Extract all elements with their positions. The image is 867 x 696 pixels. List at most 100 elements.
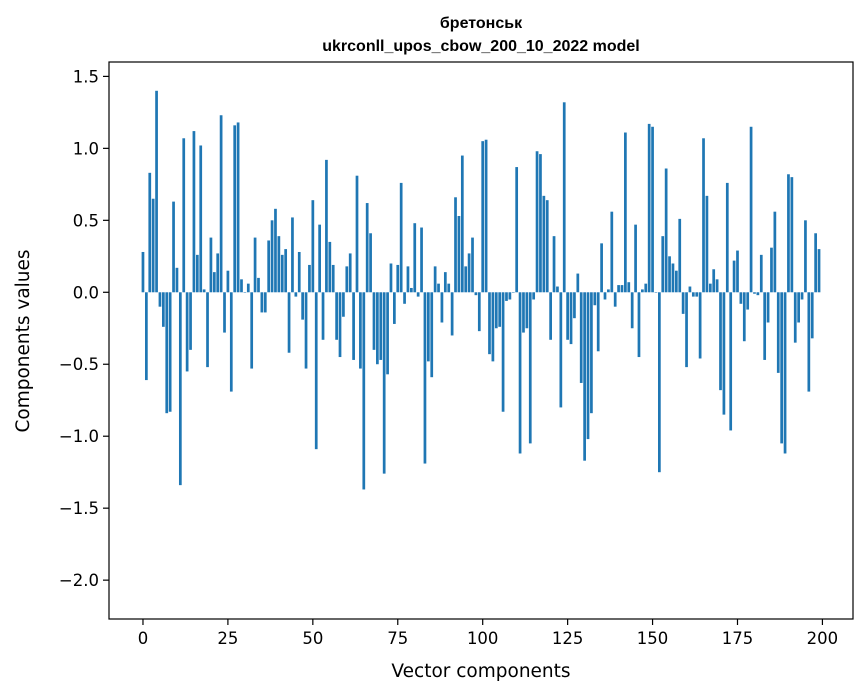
bar [729, 292, 733, 431]
bar [440, 292, 444, 323]
bar [562, 102, 566, 293]
bar [155, 90, 158, 293]
bar [793, 292, 797, 343]
bar [243, 292, 247, 293]
chart-title-line1: бретонськ [440, 15, 523, 32]
y-tick-label: −1.0 [59, 427, 99, 446]
bar [389, 263, 393, 293]
bar [797, 292, 800, 323]
bar [627, 282, 631, 293]
bar [511, 292, 515, 293]
y-axis-label: Components values [13, 249, 34, 432]
bar [644, 283, 648, 293]
bar [637, 292, 641, 358]
bar [664, 168, 668, 293]
bar [185, 292, 189, 372]
bar [189, 292, 192, 350]
bar [725, 182, 729, 293]
bar [549, 292, 552, 340]
x-axis-label: Vector components [391, 661, 570, 682]
bar [576, 273, 580, 293]
bar [240, 279, 243, 293]
bar [443, 272, 447, 293]
bar [325, 159, 328, 293]
bar [736, 250, 739, 293]
bar [671, 263, 675, 293]
bar [355, 175, 359, 293]
bar [702, 138, 705, 293]
bar [569, 292, 573, 345]
bar [165, 292, 169, 414]
bar [800, 292, 804, 300]
bar [145, 292, 148, 381]
bar [311, 200, 315, 293]
bar [393, 292, 396, 324]
bar [182, 138, 186, 293]
bar [579, 292, 583, 383]
bar [617, 285, 620, 293]
bar [416, 292, 420, 297]
bar [780, 292, 784, 444]
x-axis: 0 25 50 75 100 125 150 175 200 [138, 619, 838, 648]
bar [223, 292, 226, 333]
bar [450, 292, 454, 336]
bar [426, 292, 430, 362]
bar [559, 292, 563, 408]
bar [410, 287, 413, 293]
bar [460, 155, 464, 293]
bar [661, 236, 665, 293]
bar [620, 285, 624, 293]
bar [593, 292, 597, 306]
bar [613, 292, 617, 307]
bar [151, 198, 155, 293]
bar [715, 279, 719, 293]
bar [505, 292, 508, 301]
bar [556, 286, 559, 293]
bar [399, 182, 403, 293]
bar [603, 292, 607, 300]
bar [280, 254, 284, 293]
bar [172, 201, 175, 293]
x-tick-label: 0 [138, 629, 149, 648]
bar [498, 292, 502, 327]
bar [814, 233, 817, 293]
bar [600, 243, 603, 293]
bar [698, 292, 702, 359]
bar [590, 292, 593, 414]
bar [790, 177, 794, 293]
bar [229, 292, 233, 392]
bar [817, 249, 821, 293]
x-tick-label: 175 [722, 629, 754, 648]
bar [467, 253, 471, 293]
bar [413, 223, 417, 293]
bar [624, 132, 627, 293]
bar [141, 251, 145, 293]
bar [508, 292, 512, 300]
bar [233, 125, 237, 293]
bar [168, 292, 172, 412]
bar [532, 292, 536, 300]
bar [335, 292, 338, 340]
bar [386, 292, 389, 375]
bar [212, 272, 216, 293]
chart-title-line2: ukrconll_upos_cbow_200_10_2022 model [322, 38, 639, 55]
bar [236, 122, 240, 293]
bar [634, 224, 637, 293]
bar [195, 254, 199, 293]
bar [178, 292, 182, 486]
plot-frame [108, 61, 854, 620]
bar [192, 131, 196, 293]
bar [695, 292, 699, 297]
bar [535, 151, 539, 293]
y-axis: −2.0 −1.5 −1.0 −0.5 0.0 0.5 1.0 1.5 [59, 67, 109, 590]
bar [257, 277, 260, 293]
bar [430, 292, 434, 378]
bar [206, 292, 209, 368]
bar [328, 241, 332, 293]
bar [776, 292, 780, 373]
bar [267, 240, 271, 293]
bar [685, 292, 688, 368]
bar [376, 292, 379, 365]
bar [539, 154, 542, 293]
